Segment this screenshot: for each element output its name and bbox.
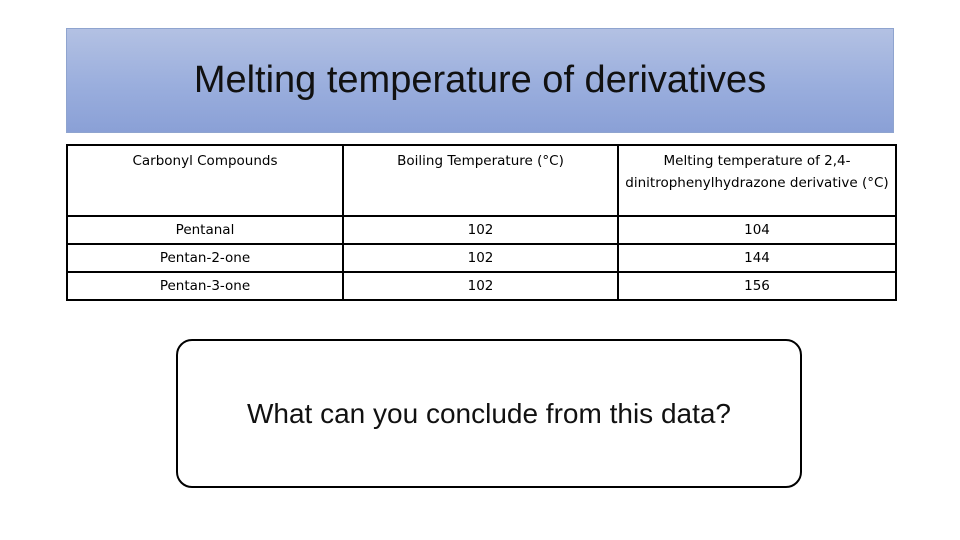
table-body: Pentanal 102 104 Pentan-2-one 102 144 Pe… [66, 215, 897, 301]
melting-temp-cell: 144 [617, 243, 897, 273]
boiling-temp-cell: 102 [342, 271, 619, 301]
compound-cell: Pentan-2-one [66, 243, 344, 273]
question-text: What can you conclude from this data? [246, 397, 732, 429]
data-table: Carbonyl Compounds Boiling Temperature (… [66, 144, 897, 301]
header-melting-temperature: Melting temperature of 2,4-dinitrophenyl… [617, 144, 897, 217]
title-banner: Melting temperature of derivatives [66, 28, 894, 133]
table-row: Pentan-3-one 102 156 [66, 271, 897, 301]
compound-cell: Pentanal [66, 215, 344, 245]
boiling-temp-cell: 102 [342, 243, 619, 273]
boiling-temp-cell: 102 [342, 215, 619, 245]
table-header: Carbonyl Compounds Boiling Temperature (… [66, 144, 897, 217]
table-row: Pentanal 102 104 [66, 215, 897, 245]
header-row: Carbonyl Compounds Boiling Temperature (… [66, 144, 897, 217]
header-boiling-temperature: Boiling Temperature (°C) [342, 144, 619, 217]
melting-temp-cell: 104 [617, 215, 897, 245]
slide-title: Melting temperature of derivatives [193, 59, 767, 101]
header-carbonyl-compounds: Carbonyl Compounds [66, 144, 344, 217]
question-box: What can you conclude from this data? [176, 339, 802, 488]
table-row: Pentan-2-one 102 144 [66, 243, 897, 273]
compound-cell: Pentan-3-one [66, 271, 344, 301]
melting-temp-cell: 156 [617, 271, 897, 301]
